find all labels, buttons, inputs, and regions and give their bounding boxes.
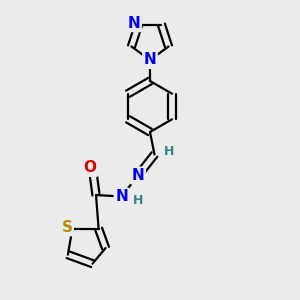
Text: N: N [144,52,156,68]
Text: O: O [83,160,97,175]
Text: H: H [133,194,143,207]
Text: H: H [164,145,174,158]
Text: N: N [132,168,144,183]
Text: N: N [128,16,140,31]
Text: S: S [61,220,73,235]
Text: N: N [115,189,128,204]
